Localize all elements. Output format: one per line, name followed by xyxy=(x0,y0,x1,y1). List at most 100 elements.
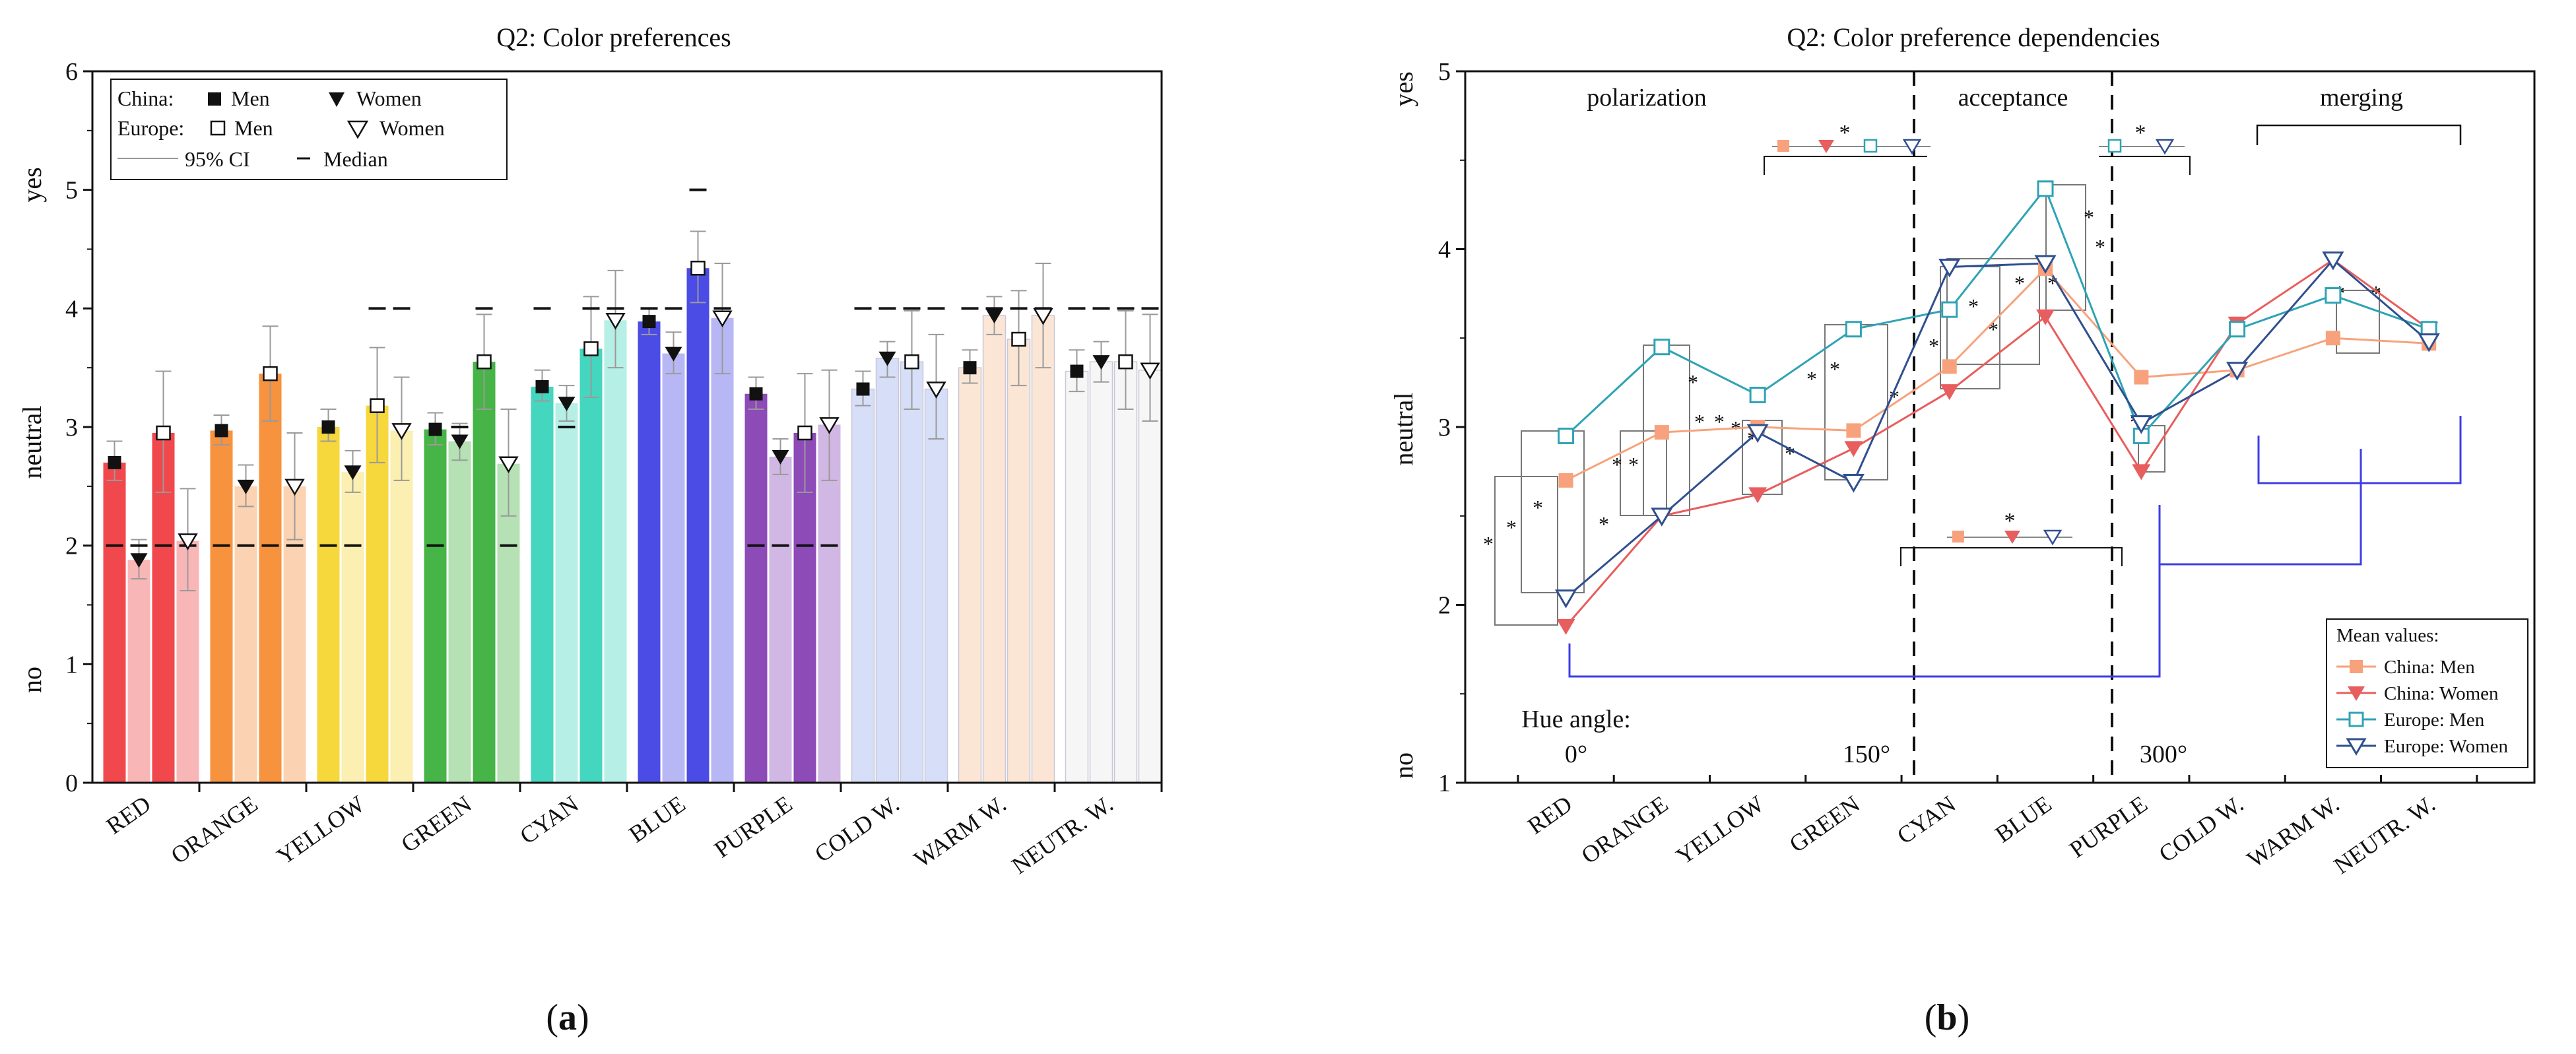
sig-box-red-inner xyxy=(1521,430,1585,593)
legend-europe-label: Europe: xyxy=(117,116,184,140)
panel-b-y-axis: 1 2 3 4 5 xyxy=(1438,58,1465,797)
point-china-women-green xyxy=(1844,441,1863,457)
x-tick-label-cold-w: COLD W. xyxy=(810,791,904,868)
panel-b: Q2: Color preference dependencies 12345 … xyxy=(1389,22,2536,1038)
bar-blue-europe-women xyxy=(711,317,734,783)
point-china-women-cyan xyxy=(1940,384,1959,401)
panel-a-caption-letter: a xyxy=(558,997,577,1038)
panel-b-legend: Mean values: China: Men China: Women Europ… xyxy=(2326,618,2528,768)
mean-red-europe-women xyxy=(178,533,198,550)
bar-neutr-w-china-men xyxy=(1065,370,1089,783)
hue-tick-0: 0° xyxy=(1565,741,1587,768)
bar-neutr-w-europe-men xyxy=(1113,361,1138,783)
point-europe-women-neutr-w xyxy=(2418,333,2440,352)
bar-red-china-women xyxy=(127,560,150,783)
sig-europe-men-symbol-2 xyxy=(2107,139,2122,153)
line-china-men xyxy=(1565,267,2429,482)
mean-cold-w-china-women xyxy=(878,351,896,366)
blue-bracket-purple-warm xyxy=(2160,449,2362,566)
mean-neutr-w-europe-men xyxy=(1118,354,1133,370)
x-tick-label-red: RED xyxy=(102,791,156,840)
panel-b-series-markers xyxy=(1554,180,2440,635)
bar-cold-w-china-men xyxy=(851,388,875,783)
panel-b-legend-title: Mean values: xyxy=(2336,625,2439,646)
bar-cyan-europe-men xyxy=(579,348,603,783)
panel-b-caption-letter: b xyxy=(1936,997,1957,1038)
b-x-tick-label-cold-w: COLD W. xyxy=(2154,791,2249,868)
line-europe-men xyxy=(1565,186,2429,438)
panel-a-bars xyxy=(103,268,1162,783)
point-europe-women-cyan xyxy=(1938,258,1961,278)
line-china-women xyxy=(1565,258,2430,627)
legend-marker-europe-men xyxy=(2348,711,2364,727)
panel-a-yes-label: yes xyxy=(17,167,47,202)
b-y-tick-label-1: 1 xyxy=(1438,770,1451,797)
legend-marker-china-men xyxy=(2350,660,2363,673)
mean-green-china-women xyxy=(451,434,469,449)
point-europe-men-cyan xyxy=(1941,301,1958,318)
mean-cold-w-europe-men xyxy=(904,354,919,370)
b-y-tick-label-2: 2 xyxy=(1438,592,1451,620)
point-europe-women-green xyxy=(1842,474,1865,493)
panel-a: Q2: Color preferences 0 1 2 3 4 5 6 RED ORANGE Y… xyxy=(17,22,1163,1038)
x-tick-label-neutr-w: NEUTR. W. xyxy=(1007,791,1118,879)
b-x-tick-label-warm-w: WARM W. xyxy=(2242,791,2344,873)
point-europe-men-green xyxy=(1845,321,1862,338)
panel-a-title: Q2: Color preferences xyxy=(496,22,731,52)
b-x-tick-label-purple: PURPLE xyxy=(2064,791,2152,863)
legend-china-label: China: xyxy=(117,86,174,110)
mean-orange-europe-men xyxy=(263,366,278,381)
mean-red-china-men xyxy=(108,455,121,469)
bar-yellow-europe-men xyxy=(366,405,389,783)
sig-star-mark: * xyxy=(1688,370,1698,394)
bar-blue-china-women xyxy=(662,353,685,783)
bar-yellow-china-men xyxy=(317,427,340,783)
b-y-tick-label-4: 4 xyxy=(1438,236,1451,264)
b-y-tick-label-5: 5 xyxy=(1438,58,1451,86)
panel-b-frame xyxy=(1464,70,2536,784)
legend-china-women-label: Women xyxy=(356,86,422,110)
point-europe-women-yellow xyxy=(1746,424,1769,444)
legend-marker-china-women xyxy=(2348,686,2365,701)
mean-blue-china-men xyxy=(642,315,656,329)
sig-star: * xyxy=(1839,121,1851,145)
panel-a-legend: China: Men Women Europe: Men Women 95% C… xyxy=(110,79,508,180)
hue-tick-300: 300° xyxy=(2140,741,2187,768)
point-europe-women-warm-w xyxy=(2322,251,2344,271)
panel-a-caption: (a) xyxy=(546,997,589,1038)
legend-europe-women-marker xyxy=(347,120,369,139)
legend-europe-men-label: Men xyxy=(234,116,273,140)
mean-red-china-women xyxy=(130,553,148,568)
mean-purple-china-women xyxy=(772,449,789,465)
sig-box-warm xyxy=(2336,290,2380,354)
mean-cold-w-china-men xyxy=(856,382,870,396)
b-y-tick-label-3: 3 xyxy=(1438,414,1451,442)
sig-star-2: * xyxy=(2135,121,2146,145)
sig-europe-women-symbol xyxy=(1902,139,1922,155)
bar-cold-w-europe-women xyxy=(924,388,948,783)
y-tick-label-3: 3 xyxy=(65,414,78,442)
point-europe-men-blue xyxy=(2037,180,2054,197)
panel-b-caption: (b) xyxy=(1925,997,1969,1038)
region-merging: merging xyxy=(2320,84,2403,112)
sig-star-mark: * xyxy=(2014,271,2025,295)
sig-europe-women-symbol-2 xyxy=(2155,139,2175,155)
point-china-men-warm-w xyxy=(2325,331,2340,346)
y-tick-label-2: 2 xyxy=(65,533,78,560)
mean-purple-europe-men xyxy=(797,425,812,441)
mean-yellow-europe-women xyxy=(391,423,412,440)
sig-star-mark: * xyxy=(1694,410,1705,434)
mean-blue-europe-women xyxy=(712,310,733,328)
point-europe-men-warm-w xyxy=(2325,287,2342,304)
x-tick-label-cyan: CYAN xyxy=(515,791,583,849)
panel-a-x-tick-labels: RED ORANGE YELLOW GREEN CYAN BLUE PURPLE COLD W… xyxy=(102,783,1163,879)
y-tick-label-1: 1 xyxy=(65,651,78,678)
sig-box-blue xyxy=(2045,184,2086,311)
bar-red-china-men xyxy=(103,462,126,783)
bar-green-china-men xyxy=(424,429,447,783)
point-china-men-red xyxy=(1558,473,1573,488)
sig-star-mark: * xyxy=(1533,496,1543,519)
mean-warm-w-europe-women xyxy=(1033,308,1053,325)
